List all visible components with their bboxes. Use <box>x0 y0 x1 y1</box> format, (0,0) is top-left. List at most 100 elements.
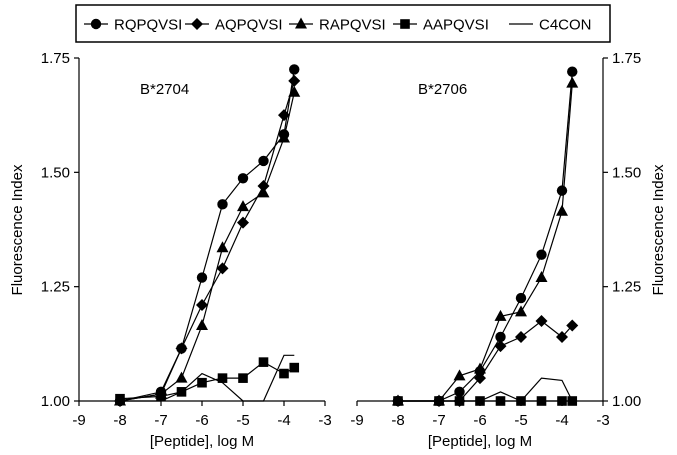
x-tick-label-b2704: -9 <box>72 412 85 429</box>
point-aqpqvsi-b2704 <box>216 262 229 275</box>
x-tick-label-b2704: -3 <box>318 412 331 429</box>
point-aapqvsi-b2704 <box>197 377 207 388</box>
x-tick-label-b2706: -6 <box>473 412 486 429</box>
xlabel-b2706: [Peptide], log M <box>428 433 532 450</box>
point-aqpqvsi-b2706 <box>556 330 568 343</box>
series-line-aqpqvsi-b2704 <box>119 80 295 402</box>
point-rqpqvsi-b2704 <box>196 272 208 283</box>
point-rqpqvsi-b2704 <box>258 155 269 167</box>
y-tick-label-b2706: 1.50 <box>612 164 641 181</box>
x-tick-label-b2704: -7 <box>154 412 167 429</box>
point-rqpqvsi-b2706 <box>495 331 506 343</box>
point-aqpqvsi-b2704 <box>288 74 301 87</box>
legend: RQPQVSI AQPQVSI RAPQVSI AAPQVSI C4CON <box>75 4 611 43</box>
point-rqpqvsi-b2706 <box>536 249 547 260</box>
series-line-c4con-b2704 <box>120 354 295 402</box>
axes-b2704: -9 -8 -7 -6 -5 -4 -3 1.00 1.25 1.50 1.75 <box>41 50 332 429</box>
point-rapqvsi-b2706 <box>453 369 466 381</box>
point-aapqvsi-b2706 <box>495 396 506 406</box>
panel-title-b2706: B*2706 <box>418 81 467 98</box>
axes-b2706: -9 -8 -7 -6 -5 -4 -31.00 1.25 1.50 1.75 <box>350 50 641 429</box>
legend-label-aqpqvsi: AQPQVSI <box>215 17 283 34</box>
panel-title-b2704: B*2704 <box>140 81 189 98</box>
point-aqpqvsi-b2704 <box>257 180 270 193</box>
series-line-aqpqvsi-b2706 <box>398 320 573 402</box>
y-tick-label-b2704: 1.50 <box>41 164 70 181</box>
y-tick-label-b2706: 1.75 <box>612 50 641 67</box>
point-rapqvsi-b2706 <box>566 76 579 88</box>
point-rapqvsi-b2704 <box>288 85 301 97</box>
y-tick-label-b2704: 1.00 <box>41 393 70 410</box>
y-tick-label-b2704: 1.25 <box>41 279 70 296</box>
point-rqpqvsi-b2704 <box>217 199 228 210</box>
point-aqpqvsi-b2704 <box>278 109 290 122</box>
point-rapqvsi-b2706 <box>556 204 568 216</box>
point-rapqvsi-b2706 <box>494 309 507 321</box>
point-rqpqvsi-b2704 <box>237 173 249 184</box>
point-aqpqvsi-b2704 <box>175 342 188 355</box>
point-aqpqvsi-b2704 <box>237 216 249 229</box>
point-aqpqvsi-b2706 <box>535 314 548 327</box>
point-aapqvsi-b2706 <box>557 396 567 406</box>
series-line-rqpqvsi-b2706 <box>398 71 573 402</box>
point-aqpqvsi-b2704 <box>196 298 208 311</box>
y-tick-label-b2706: 1.25 <box>612 279 641 296</box>
series-line-rapqvsi-b2704 <box>119 92 295 402</box>
point-rqpqvsi-b2704 <box>289 64 300 75</box>
point-rapqvsi-b2706 <box>535 271 548 283</box>
point-rapqvsi-b2704 <box>278 131 290 143</box>
series-line-c4con-b2706 <box>398 377 573 402</box>
legend-label-c4con: C4CON <box>539 17 592 34</box>
point-aapqvsi-b2704 <box>115 393 125 404</box>
legend-marker-rqpqvsi <box>90 18 102 30</box>
point-rapqvsi-b2704 <box>257 186 270 198</box>
point-rapqvsi-b2704 <box>175 371 188 383</box>
point-aqpqvsi-b2706 <box>515 330 527 343</box>
legend-entries: RQPQVSI AQPQVSI RAPQVSI AAPQVSI C4CON <box>84 17 592 34</box>
point-rapqvsi-b2706 <box>474 362 486 374</box>
point-rapqvsi-b2704 <box>216 241 229 253</box>
legend-marker-aqpqvsi <box>191 18 203 30</box>
point-aapqvsi-b2704 <box>289 362 300 373</box>
point-aqpqvsi-b2706 <box>566 319 579 332</box>
x-tick-label-b2704: -6 <box>195 412 208 429</box>
point-rqpqvsi-b2706 <box>454 386 465 398</box>
x-tick-label-b2706: -9 <box>350 412 363 429</box>
x-tick-label-b2706: -3 <box>596 412 609 429</box>
ylabel-left: Fluorescence Index <box>9 164 26 295</box>
point-rqpqvsi-b2706 <box>515 292 527 304</box>
point-aapqvsi-b2706 <box>536 396 547 406</box>
point-aapqvsi-b2704 <box>279 368 289 379</box>
point-rapqvsi-b2704 <box>196 319 208 331</box>
series-b2704 <box>114 64 301 407</box>
point-rapqvsi-b2706 <box>515 305 527 317</box>
legend-marker-rapqvsi <box>295 17 307 29</box>
point-aapqvsi-b2704 <box>156 391 166 402</box>
y-tick-label-b2706: 1.00 <box>612 393 641 410</box>
x-tick-label-b2704: -4 <box>277 412 290 429</box>
point-aapqvsi-b2704 <box>258 357 269 367</box>
legend-label-aapqvsi: AAPQVSI <box>423 17 489 34</box>
panel-b2704: B*2704 [Peptide], log M -9 -8 -7 -6 -5 -4 -3 1.… <box>41 50 332 450</box>
legend-label-rqpqvsi: RQPQVSI <box>114 17 182 34</box>
legend-label-rapqvsi: RAPQVSI <box>319 17 386 34</box>
x-tick-label-b2706: -5 <box>514 412 527 429</box>
ylabel-right: Fluorescence Index <box>650 164 667 295</box>
x-tick-label-b2704: -5 <box>236 412 249 429</box>
point-aqpqvsi-b2706 <box>474 372 486 385</box>
legend-marker-aapqvsi <box>400 19 410 29</box>
x-tick-label-b2704: -8 <box>113 412 126 429</box>
panel-b2706: B*2706 [Peptide], log M -9 -8 -7 -6 -5 -4 -31.… <box>350 50 641 450</box>
point-rqpqvsi-b2706 <box>567 66 578 77</box>
x-tick-label-b2706: -8 <box>391 412 404 429</box>
x-tick-label-b2706: -4 <box>555 412 568 429</box>
point-rqpqvsi-b2706 <box>556 185 568 196</box>
x-tick-label-b2706: -7 <box>432 412 445 429</box>
point-aqpqvsi-b2706 <box>494 340 507 353</box>
series-line-aapqvsi-b2704 <box>119 361 295 400</box>
series-line-rqpqvsi-b2704 <box>119 69 295 402</box>
xlabel-b2704: [Peptide], log M <box>150 433 254 450</box>
point-aapqvsi-b2704 <box>238 373 248 383</box>
point-aapqvsi-b2704 <box>217 373 228 383</box>
